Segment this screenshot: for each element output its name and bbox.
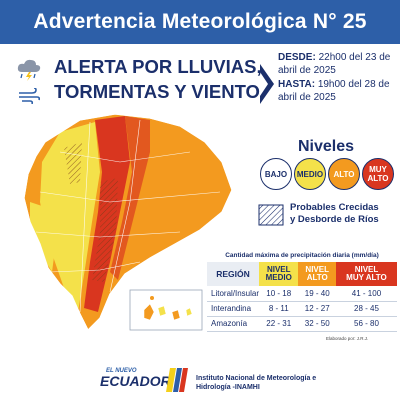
row-muy: 56 - 80 <box>335 316 397 332</box>
precipitation-table-section: Cantidad máxima de precipitación diaria … <box>207 252 397 332</box>
desde-label: DESDE: <box>278 52 316 63</box>
table-caption: Cantidad máxima de precipitación diaria … <box>225 252 379 259</box>
levels-legend: BAJO MEDIO ALTO MUY ALTO <box>258 158 398 192</box>
desde-value: 22h00 del 23 de abril de 2025 <box>278 52 391 76</box>
date-from: DESDE: 22h00 del 23 de abril de 2025 <box>278 52 396 77</box>
row-alto: 12 - 27 <box>298 301 336 317</box>
row-muy: 28 - 45 <box>335 301 397 317</box>
row-region: Amazonía <box>207 316 260 332</box>
header-alto: NIVEL ALTO <box>298 262 336 286</box>
row-alto: 19 - 40 <box>298 286 336 302</box>
alert-heading: ALERTA POR LLUVIAS, TORMENTAS Y VIENTO <box>54 54 262 104</box>
muy-alto-line-2: ALTO <box>367 174 389 183</box>
flood-legend-text: Probables Crecidas y Desborde de Ríos <box>290 202 398 226</box>
inamhi-line-1: Instituto Nacional de Meteorología e <box>196 375 317 382</box>
muy-alto-text: MUY ALTO <box>367 165 388 183</box>
header-alto-2: ALTO <box>306 273 328 282</box>
alert-line-2: TORMENTAS Y VIENTO <box>54 81 260 102</box>
date-to: HASTA: 19h00 del 28 de abril de 2025 <box>278 79 396 104</box>
logo-small-text: EL NUEVO <box>106 368 137 374</box>
row-region: Litoral/Insular <box>207 286 260 302</box>
header-muy-1: NIVEL <box>354 265 379 274</box>
wind-icon <box>19 88 40 104</box>
precipitation-table: REGIÓN NIVEL MEDIO NIVEL ALTO NIVEL MUY ALT… <box>207 262 397 332</box>
inamhi-line-2: Hidrología -INAMHI <box>196 384 260 391</box>
row-medio: 22 - 31 <box>259 316 299 332</box>
chevron-right-icon <box>260 64 274 104</box>
page-title: Advertencia Meteorológica N° 25 <box>33 10 367 33</box>
table-header-row: REGIÓN NIVEL MEDIO NIVEL ALTO NIVEL MUY ALT… <box>207 262 397 286</box>
row-region: Interandina <box>207 301 260 317</box>
level-muy-alto-badge: MUY ALTO <box>362 158 394 190</box>
table-row: Amazonía 22 - 31 32 - 50 56 - 80 <box>207 316 397 332</box>
institution-name: Instituto Nacional de Meteorología e Hid… <box>196 374 376 392</box>
ecuador-logo: EL NUEVO ECUADOR <box>100 368 188 392</box>
levels-title: Niveles <box>297 138 355 155</box>
flood-line-2: y Desborde de Ríos <box>290 214 379 225</box>
flood-line-1: Probables Crecidas <box>290 202 379 213</box>
table-row: Litoral/Insular 10 - 18 19 - 40 41 - 100 <box>207 286 397 302</box>
credit-text: Elaborado por: J.R.J. <box>326 336 369 341</box>
header-muy-alto: NIVEL MUY ALTO <box>335 262 397 286</box>
level-medio-badge: MEDIO <box>294 158 326 190</box>
level-alto-badge: ALTO <box>328 158 360 190</box>
logo-main-text: ECUADOR <box>100 373 172 389</box>
row-medio: 8 - 11 <box>259 301 299 317</box>
validity-period: DESDE: 22h00 del 23 de abril de 2025 HAS… <box>278 52 396 106</box>
header-banner: Advertencia Meteorológica N° 25 <box>0 0 400 44</box>
mainland-map <box>23 113 233 332</box>
alert-line-1: ALERTA POR LLUVIAS, <box>54 56 262 77</box>
row-medio: 10 - 18 <box>259 286 299 302</box>
logo-stripes <box>166 368 188 392</box>
header-medio: NIVEL MEDIO <box>259 262 299 286</box>
header-alto-1: NIVEL <box>305 265 329 274</box>
galapagos-islands <box>129 289 203 331</box>
row-muy: 41 - 100 <box>335 286 397 302</box>
hasta-value: 19h00 del 28 de abril de 2025 <box>278 79 390 103</box>
ecuador-risk-map <box>23 113 233 332</box>
header-muy-2: MUY ALTO <box>346 273 387 282</box>
header-medio-2: MEDIO <box>265 273 292 282</box>
level-bajo-badge: BAJO <box>260 158 292 190</box>
flood-hatch-icon <box>258 204 284 226</box>
table-row: Interandina 8 - 11 12 - 27 28 - 45 <box>207 301 397 317</box>
hasta-label: HASTA: <box>278 79 316 90</box>
storm-cloud-icon <box>17 59 41 81</box>
header-medio-1: NIVEL <box>266 265 291 274</box>
header-region: REGIÓN <box>207 262 260 286</box>
row-alto: 32 - 50 <box>298 316 336 332</box>
muy-alto-line-1: MUY <box>369 165 387 174</box>
